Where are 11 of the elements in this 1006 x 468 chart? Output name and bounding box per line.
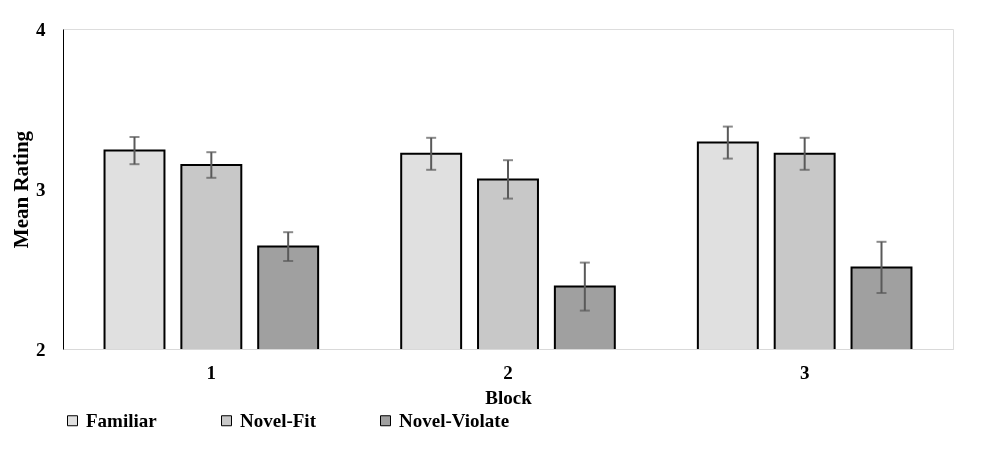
y-tick-label: 3 (36, 178, 46, 200)
y-tick-label: 2 (36, 338, 46, 360)
x-tick-label: 1 (206, 361, 217, 383)
legend-label: Familiar (86, 409, 158, 431)
x-tick-label: 2 (503, 361, 513, 383)
legend-label: Novel-Fit (240, 409, 317, 431)
y-tick-label: 4 (36, 18, 46, 40)
x-tick-label: 3 (799, 361, 810, 383)
legend-label: Novel-Violate (399, 409, 510, 431)
y-axis-title: Mean Rating (9, 130, 33, 249)
x-axis-title: Block (485, 386, 533, 408)
